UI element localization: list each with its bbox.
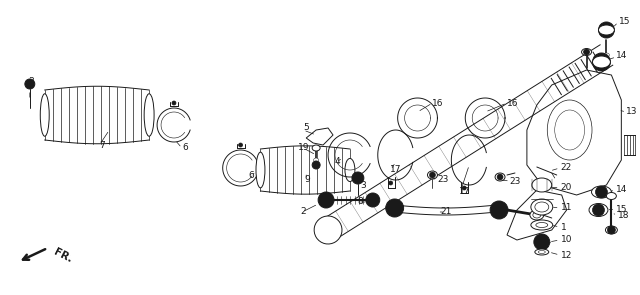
Text: 5: 5 bbox=[303, 122, 309, 132]
Ellipse shape bbox=[535, 202, 548, 212]
Ellipse shape bbox=[144, 94, 154, 136]
Text: 17: 17 bbox=[390, 165, 401, 175]
Ellipse shape bbox=[495, 173, 505, 181]
Circle shape bbox=[534, 234, 550, 250]
Ellipse shape bbox=[531, 220, 553, 230]
Circle shape bbox=[490, 201, 508, 219]
Text: 21: 21 bbox=[440, 207, 452, 217]
Circle shape bbox=[584, 49, 589, 55]
Circle shape bbox=[595, 186, 607, 198]
Text: 4: 4 bbox=[335, 158, 340, 166]
Text: 23: 23 bbox=[437, 176, 449, 184]
Ellipse shape bbox=[589, 204, 608, 217]
Ellipse shape bbox=[532, 178, 552, 192]
Text: 23: 23 bbox=[509, 176, 520, 186]
Ellipse shape bbox=[536, 222, 548, 227]
Circle shape bbox=[386, 199, 404, 217]
Circle shape bbox=[497, 174, 503, 180]
Text: 11: 11 bbox=[561, 204, 572, 212]
Text: 12: 12 bbox=[561, 250, 572, 260]
Ellipse shape bbox=[538, 250, 545, 253]
Circle shape bbox=[369, 196, 377, 204]
Circle shape bbox=[366, 193, 380, 207]
Circle shape bbox=[172, 101, 176, 105]
Text: 6: 6 bbox=[182, 143, 188, 153]
Text: 15: 15 bbox=[616, 204, 628, 214]
Text: 3: 3 bbox=[28, 78, 33, 86]
Ellipse shape bbox=[533, 212, 541, 218]
Ellipse shape bbox=[547, 100, 592, 160]
Ellipse shape bbox=[535, 249, 548, 255]
Circle shape bbox=[355, 175, 362, 181]
Circle shape bbox=[389, 202, 400, 214]
Ellipse shape bbox=[312, 145, 320, 151]
Text: 2: 2 bbox=[300, 207, 306, 217]
Text: 14: 14 bbox=[616, 186, 628, 194]
Circle shape bbox=[593, 53, 611, 71]
Circle shape bbox=[429, 172, 435, 178]
Circle shape bbox=[593, 204, 604, 216]
Ellipse shape bbox=[605, 226, 618, 234]
Text: 17: 17 bbox=[460, 188, 471, 196]
Ellipse shape bbox=[607, 193, 616, 199]
Circle shape bbox=[25, 79, 35, 89]
Ellipse shape bbox=[428, 171, 437, 179]
Circle shape bbox=[462, 186, 467, 190]
Text: 9: 9 bbox=[304, 176, 310, 184]
Circle shape bbox=[598, 22, 614, 38]
Ellipse shape bbox=[582, 48, 591, 55]
Text: 6: 6 bbox=[248, 171, 254, 179]
Ellipse shape bbox=[256, 152, 265, 188]
Circle shape bbox=[239, 143, 243, 147]
Text: 7: 7 bbox=[99, 140, 105, 150]
Text: 18: 18 bbox=[618, 211, 630, 219]
Text: 13: 13 bbox=[627, 107, 638, 117]
Ellipse shape bbox=[530, 210, 544, 220]
Circle shape bbox=[321, 195, 331, 205]
Text: 1: 1 bbox=[561, 222, 566, 232]
Circle shape bbox=[388, 181, 393, 185]
Ellipse shape bbox=[314, 158, 319, 162]
Text: 19: 19 bbox=[298, 143, 310, 153]
Circle shape bbox=[27, 81, 33, 87]
Ellipse shape bbox=[345, 158, 355, 181]
Text: FR.: FR. bbox=[52, 247, 74, 265]
Text: 16: 16 bbox=[507, 99, 518, 107]
Ellipse shape bbox=[555, 110, 584, 150]
Ellipse shape bbox=[591, 186, 611, 198]
Ellipse shape bbox=[593, 56, 611, 68]
Circle shape bbox=[352, 172, 364, 184]
Ellipse shape bbox=[604, 53, 609, 57]
Circle shape bbox=[312, 161, 320, 169]
Text: 16: 16 bbox=[433, 99, 444, 107]
Circle shape bbox=[318, 192, 334, 208]
Ellipse shape bbox=[598, 25, 614, 35]
Text: 10: 10 bbox=[561, 235, 572, 245]
Text: 8: 8 bbox=[357, 197, 363, 206]
Ellipse shape bbox=[531, 199, 553, 215]
Text: 15: 15 bbox=[620, 17, 631, 27]
Text: 20: 20 bbox=[561, 183, 572, 193]
Ellipse shape bbox=[40, 94, 49, 136]
Circle shape bbox=[607, 226, 616, 234]
Text: 14: 14 bbox=[616, 50, 628, 60]
Ellipse shape bbox=[314, 216, 342, 244]
Text: 22: 22 bbox=[561, 163, 572, 173]
Text: 3: 3 bbox=[360, 181, 365, 191]
Circle shape bbox=[493, 204, 504, 216]
